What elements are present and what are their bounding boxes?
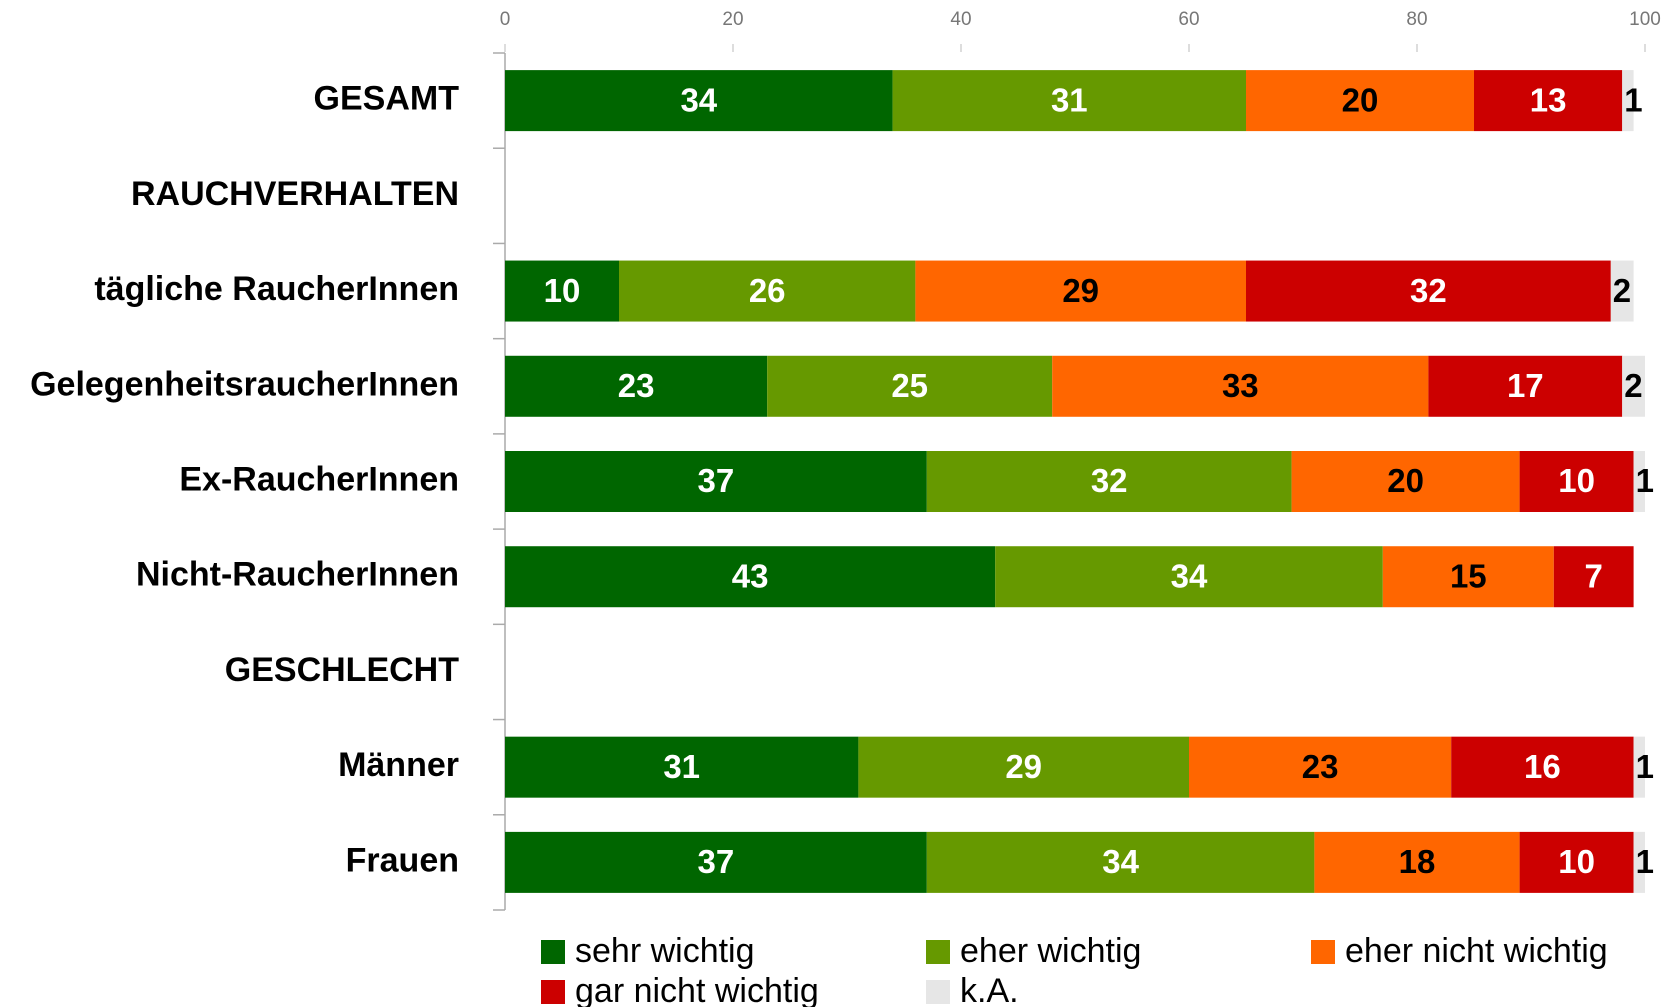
bar-segment bbox=[1519, 451, 1634, 512]
bar-segment bbox=[505, 451, 927, 512]
x-tick-label: 100 bbox=[1629, 9, 1661, 30]
data-label: 26 bbox=[749, 272, 786, 309]
bar-segment bbox=[1451, 736, 1634, 798]
x-tick-label: 20 bbox=[722, 9, 743, 30]
bar-segment bbox=[505, 260, 619, 322]
category-label: Nicht-RaucherInnen bbox=[136, 556, 459, 594]
bar-segment bbox=[1246, 70, 1474, 132]
legend-label: gar nicht wichtig bbox=[575, 972, 819, 1007]
data-label: 1 bbox=[1636, 462, 1654, 499]
data-label: 43 bbox=[732, 557, 769, 594]
bar-segment bbox=[915, 260, 1246, 322]
category-label: Ex-RaucherInnen bbox=[179, 460, 459, 498]
data-label: 34 bbox=[680, 81, 717, 118]
category-label: Männer bbox=[338, 746, 459, 784]
legend-swatch bbox=[926, 980, 950, 1004]
category-label: Frauen bbox=[346, 841, 459, 879]
x-tick-label: 60 bbox=[1178, 9, 1199, 30]
bar-segment bbox=[1622, 70, 1634, 132]
x-tick-label: 80 bbox=[1406, 9, 1427, 30]
x-tick-label: 0 bbox=[500, 9, 511, 30]
bar-segment bbox=[1382, 546, 1554, 608]
data-label: 7 bbox=[1585, 557, 1603, 594]
data-label: 2 bbox=[1624, 367, 1642, 404]
bar-segment bbox=[505, 355, 768, 417]
legend-swatch bbox=[1311, 940, 1335, 964]
data-label: 16 bbox=[1524, 748, 1561, 785]
data-label: 1 bbox=[1636, 748, 1654, 785]
bar-segment bbox=[505, 736, 859, 798]
data-label: 23 bbox=[1302, 748, 1339, 785]
bar-segment bbox=[995, 546, 1383, 608]
bar-segment bbox=[1519, 831, 1634, 893]
bar-segment bbox=[505, 546, 996, 608]
bar-segment bbox=[892, 70, 1246, 132]
data-label: 31 bbox=[663, 748, 700, 785]
bar-segment bbox=[767, 355, 1053, 417]
data-label: 34 bbox=[1171, 557, 1208, 594]
category-label: RAUCHVERHALTEN bbox=[131, 175, 459, 213]
data-label: 29 bbox=[1062, 272, 1099, 309]
data-label: 23 bbox=[618, 367, 655, 404]
bar-segment bbox=[1633, 736, 1645, 798]
x-tick-label: 40 bbox=[950, 9, 971, 30]
bar-segment bbox=[926, 451, 1292, 512]
bar-segment bbox=[505, 70, 893, 132]
data-label: 17 bbox=[1507, 367, 1544, 404]
data-label: 37 bbox=[698, 462, 735, 499]
data-label: 25 bbox=[891, 367, 928, 404]
data-label: 20 bbox=[1387, 462, 1424, 499]
legend-swatch bbox=[541, 980, 565, 1004]
legend-swatch bbox=[926, 940, 950, 964]
category-label: tägliche RaucherInnen bbox=[94, 270, 459, 308]
bar-segment bbox=[1474, 70, 1623, 132]
data-label: 2 bbox=[1613, 272, 1631, 309]
data-label: 1 bbox=[1636, 843, 1654, 880]
data-label: 34 bbox=[1102, 843, 1139, 880]
legend-label: sehr wichtig bbox=[575, 932, 755, 970]
bar-segment bbox=[1553, 546, 1634, 608]
category-label: GelegenheitsraucherInnen bbox=[30, 365, 459, 403]
data-label: 1 bbox=[1624, 81, 1642, 118]
data-label: 18 bbox=[1399, 843, 1436, 880]
bar-segment bbox=[858, 736, 1189, 798]
legend-label: eher wichtig bbox=[960, 932, 1141, 970]
legend-swatch bbox=[541, 940, 565, 964]
bar-segment bbox=[1633, 831, 1645, 893]
bar-segment bbox=[1428, 355, 1623, 417]
bar-segment bbox=[619, 260, 916, 322]
data-label: 20 bbox=[1342, 81, 1379, 118]
data-label: 10 bbox=[544, 272, 581, 309]
data-label: 37 bbox=[698, 843, 735, 880]
bar-segment bbox=[1189, 736, 1452, 798]
bar-segment bbox=[1622, 355, 1645, 417]
data-label: 10 bbox=[1558, 462, 1595, 499]
bar-segment bbox=[1633, 451, 1645, 512]
bar-segment bbox=[1610, 260, 1634, 322]
data-label: 31 bbox=[1051, 81, 1088, 118]
data-label: 13 bbox=[1530, 81, 1567, 118]
category-label: GESAMT bbox=[314, 80, 460, 118]
data-label: 15 bbox=[1450, 557, 1487, 594]
data-label: 29 bbox=[1005, 748, 1042, 785]
data-label: 10 bbox=[1558, 843, 1595, 880]
category-label: GESCHLECHT bbox=[225, 651, 459, 689]
data-label: 32 bbox=[1091, 462, 1128, 499]
bar-segment bbox=[1052, 355, 1429, 417]
bar-segment bbox=[1314, 831, 1520, 893]
legend-label: k.A. bbox=[960, 972, 1019, 1007]
data-label: 33 bbox=[1222, 367, 1259, 404]
bar-segment bbox=[505, 831, 927, 893]
legend-label: eher nicht wichtig bbox=[1345, 932, 1608, 970]
data-label: 32 bbox=[1410, 272, 1447, 309]
bar-segment bbox=[1291, 451, 1520, 512]
bar-segment bbox=[926, 831, 1315, 893]
bar-segment bbox=[1246, 260, 1611, 322]
